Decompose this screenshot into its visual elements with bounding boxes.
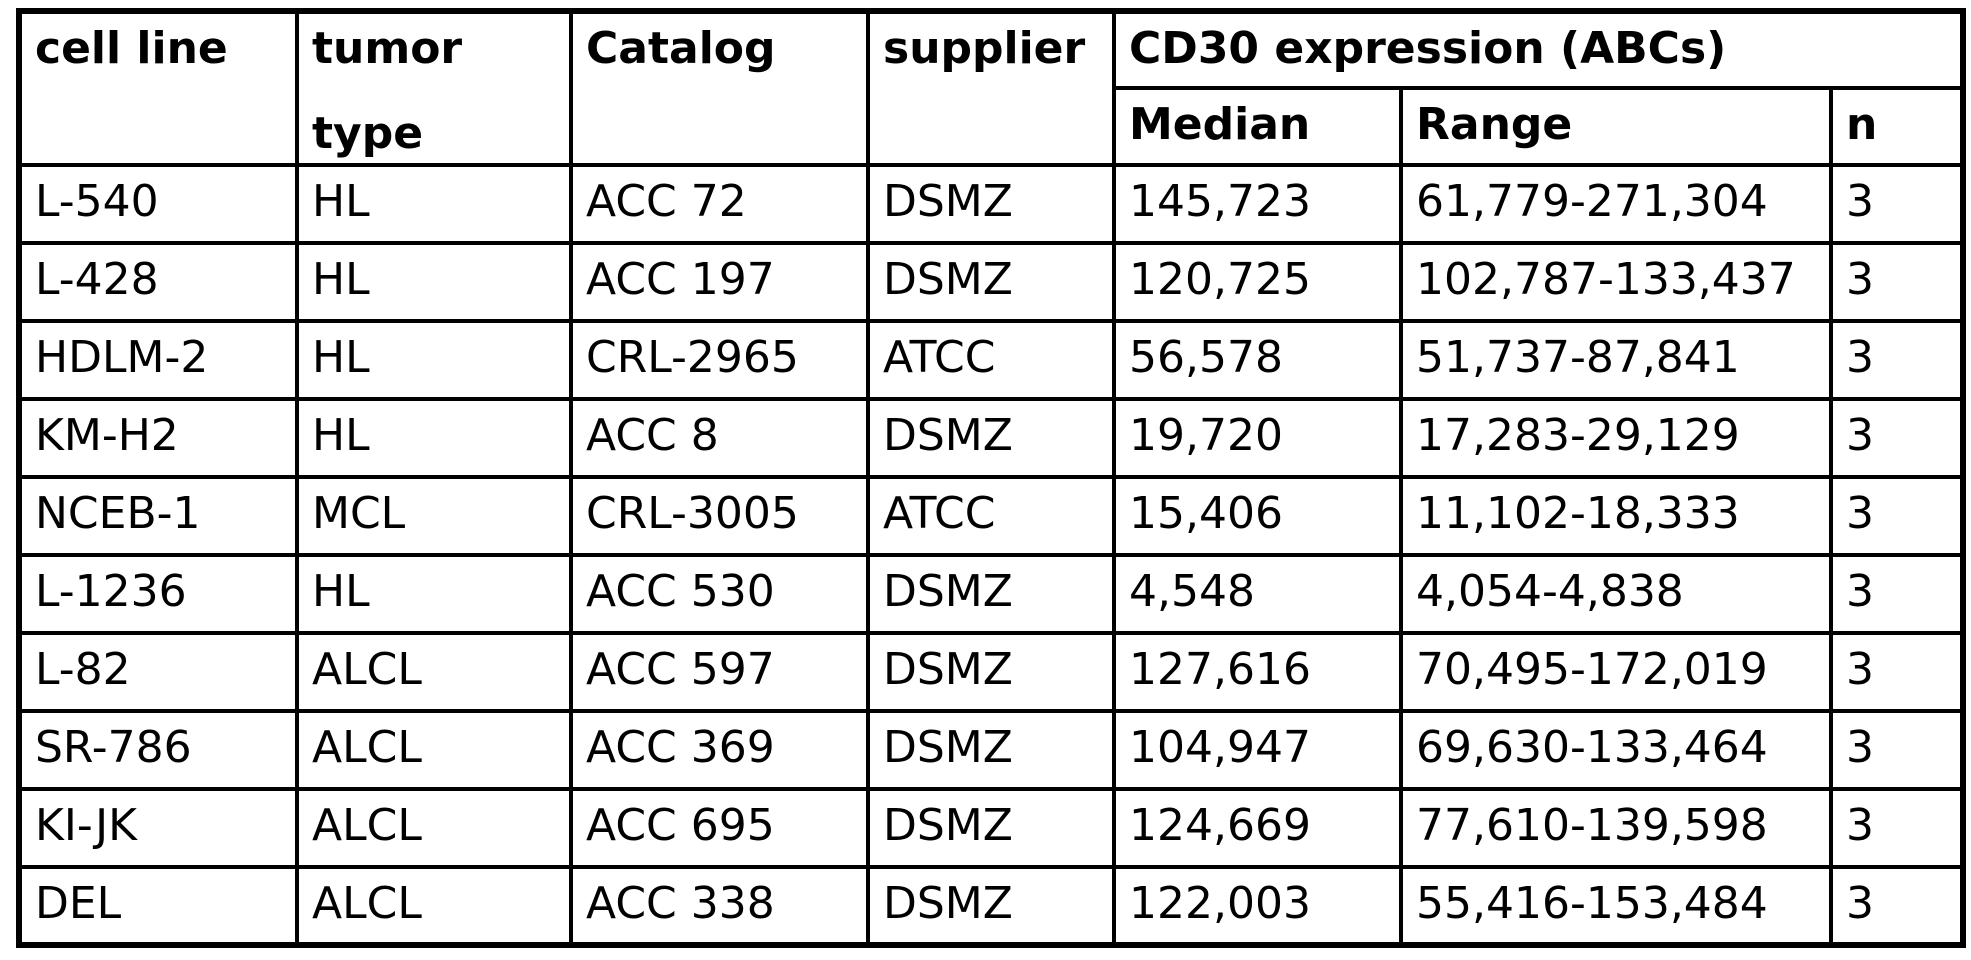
median-value: 15,406 [1112, 475, 1403, 557]
header-n: n [1828, 86, 1966, 167]
n-value: 3 [1828, 631, 1966, 713]
range-value: 77,610-139,598 [1399, 787, 1833, 869]
catalog-value: ACC 597 [569, 631, 870, 713]
cell-line-value: NCEB-1 [17, 475, 299, 557]
n-value: 3 [1828, 319, 1966, 401]
tumor-type-value: HL [295, 241, 573, 323]
table-row: HDLM-2 HL CRL-2965 ATCC 56,578 51,737-87… [17, 319, 1966, 401]
range-value: 69,630-133,464 [1399, 709, 1833, 791]
range-value: 17,283-29,129 [1399, 397, 1833, 479]
header-range: Range [1399, 86, 1833, 167]
cell-line-value: SR-786 [17, 709, 299, 791]
table-row: KM-H2 HL ACC 8 DSMZ 19,720 17,283-29,129… [17, 397, 1966, 479]
supplier-value: DSMZ [866, 553, 1116, 635]
median-value: 122,003 [1112, 865, 1403, 947]
tumor-type-value: HL [295, 397, 573, 479]
table-row: L-1236 HL ACC 530 DSMZ 4,548 4,054-4,838… [17, 553, 1966, 635]
supplier-value: DSMZ [866, 397, 1116, 479]
table-row: L-82 ALCL ACC 597 DSMZ 127,616 70,495-17… [17, 631, 1966, 713]
range-value: 55,416-153,484 [1399, 865, 1833, 947]
tumor-type-value: MCL [295, 475, 573, 557]
cell-line-value: KI-JK [17, 787, 299, 869]
table-row: L-428 HL ACC 197 DSMZ 120,725 102,787-13… [17, 241, 1966, 323]
cell-line-value: L-540 [17, 163, 299, 245]
median-value: 56,578 [1112, 319, 1403, 401]
header-catalog: Catalog [569, 9, 870, 167]
supplier-value: ATCC [866, 319, 1116, 401]
tumor-type-value: HL [295, 319, 573, 401]
n-value: 3 [1828, 397, 1966, 479]
n-value: 3 [1828, 475, 1966, 557]
supplier-value: DSMZ [866, 631, 1116, 713]
tumor-type-value: ALCL [295, 631, 573, 713]
cell-line-table: cell line tumor type Catalog supplier CD… [16, 8, 1967, 948]
median-value: 4,548 [1112, 553, 1403, 635]
tumor-type-value: ALCL [295, 787, 573, 869]
cell-line-value: HDLM-2 [17, 319, 299, 401]
header-median: Median [1112, 86, 1403, 167]
n-value: 3 [1828, 163, 1966, 245]
median-value: 104,947 [1112, 709, 1403, 791]
tumor-type-value: ALCL [295, 865, 573, 947]
catalog-value: CRL-3005 [569, 475, 870, 557]
median-value: 124,669 [1112, 787, 1403, 869]
supplier-value: DSMZ [866, 865, 1116, 947]
supplier-value: DSMZ [866, 163, 1116, 245]
header-cd30-group: CD30 expression (ABCs) [1111, 9, 1966, 90]
catalog-value: ACC 72 [569, 163, 870, 245]
cell-line-value: L-1236 [17, 553, 299, 635]
supplier-value: ATCC [866, 475, 1116, 557]
header-row-sub: Median Range n [19, 86, 1966, 167]
n-value: 3 [1828, 709, 1966, 791]
header-tumor-type: tumor type [295, 9, 573, 167]
n-value: 3 [1828, 787, 1966, 869]
catalog-value: ACC 369 [569, 709, 870, 791]
catalog-value: ACC 695 [569, 787, 870, 869]
median-value: 19,720 [1112, 397, 1403, 479]
range-value: 4,054-4,838 [1399, 553, 1833, 635]
tumor-type-value: HL [295, 163, 573, 245]
n-value: 3 [1828, 865, 1966, 947]
catalog-value: ACC 8 [569, 397, 870, 479]
range-value: 51,737-87,841 [1399, 319, 1833, 401]
supplier-value: DSMZ [866, 241, 1116, 323]
range-value: 11,102-18,333 [1399, 475, 1833, 557]
table-row: NCEB-1 MCL CRL-3005 ATCC 15,406 11,102-1… [17, 475, 1966, 557]
n-value: 3 [1828, 241, 1966, 323]
n-value: 3 [1828, 553, 1966, 635]
supplier-value: DSMZ [866, 709, 1116, 791]
header-cell-line: cell line [17, 9, 299, 167]
tumor-type-value: ALCL [295, 709, 573, 791]
supplier-value: DSMZ [866, 787, 1116, 869]
range-value: 61,779-271,304 [1399, 163, 1833, 245]
median-value: 127,616 [1112, 631, 1403, 713]
header-tumor-type-line2: type [312, 108, 424, 159]
cell-line-value: L-82 [17, 631, 299, 713]
table-row: L-540 HL ACC 72 DSMZ 145,723 61,779-271,… [17, 163, 1966, 245]
median-value: 145,723 [1112, 163, 1403, 245]
header-tumor-type-line1: tumor [312, 23, 463, 74]
median-value: 120,725 [1112, 241, 1403, 323]
table-row: DEL ALCL ACC 338 DSMZ 122,003 55,416-153… [17, 865, 1966, 947]
catalog-value: CRL-2965 [569, 319, 870, 401]
table-row: KI-JK ALCL ACC 695 DSMZ 124,669 77,610-1… [17, 787, 1966, 869]
cell-line-value: KM-H2 [17, 397, 299, 479]
header-supplier: supplier [866, 9, 1116, 167]
catalog-value: ACC 530 [569, 553, 870, 635]
catalog-value: ACC 197 [569, 241, 870, 323]
cell-line-value: DEL [17, 865, 299, 947]
table-row: SR-786 ALCL ACC 369 DSMZ 104,947 69,630-… [17, 709, 1966, 791]
header-row-top: cell line tumor type Catalog supplier CD… [17, 9, 1966, 167]
range-value: 70,495-172,019 [1399, 631, 1833, 713]
catalog-value: ACC 338 [569, 865, 870, 947]
tumor-type-value: HL [295, 553, 573, 635]
cell-line-value: L-428 [17, 241, 299, 323]
range-value: 102,787-133,437 [1399, 241, 1833, 323]
